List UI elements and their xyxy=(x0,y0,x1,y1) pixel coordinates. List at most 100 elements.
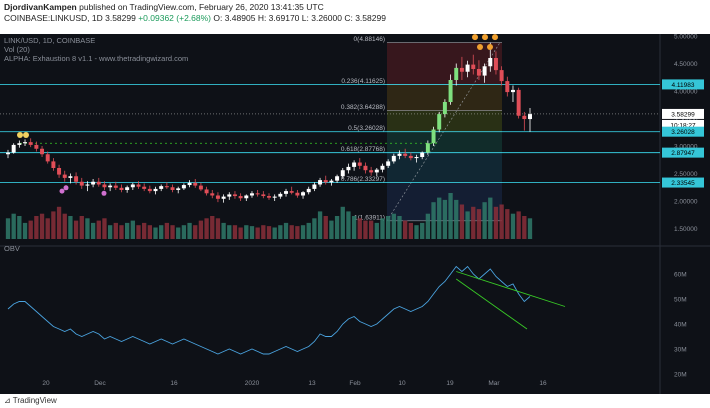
fib-level-label: 0.382(3.64288) xyxy=(341,104,385,111)
volume-bar xyxy=(85,218,90,239)
volume-bar xyxy=(210,216,215,239)
volume-bar xyxy=(249,226,255,239)
candle-body xyxy=(244,195,249,199)
candle-body xyxy=(210,193,215,196)
volume-bar xyxy=(261,225,266,239)
volume-bar xyxy=(323,216,328,239)
volume-bar xyxy=(266,226,272,239)
candle-body xyxy=(295,192,300,196)
brand-logo[interactable]: ⊿ TradingView xyxy=(4,396,57,405)
volume-bar xyxy=(465,211,470,239)
volume-bar xyxy=(107,225,113,239)
candle-body xyxy=(181,185,186,189)
volume-bar xyxy=(153,227,158,239)
volume-bar xyxy=(255,227,260,239)
volume-bar xyxy=(56,206,62,239)
candle-body xyxy=(476,69,481,76)
price-axis-tag-label: 2.33545 xyxy=(671,180,695,187)
exhaustion-marker xyxy=(482,34,488,41)
chart-area[interactable]: 0(4.88146) 0.236(4.11625) 0.382(3.64288) 0.… xyxy=(0,34,710,394)
candle-body xyxy=(204,189,209,194)
volume-bar xyxy=(397,216,402,239)
volume-bar xyxy=(147,225,153,239)
indicator-label: ALPHA: Exhaustion 8 v1.1 - www.thetradin… xyxy=(4,54,189,63)
volume-bar xyxy=(181,225,187,239)
price-axis-tag xyxy=(662,147,704,158)
volume-bar xyxy=(306,222,311,239)
candle-body xyxy=(221,196,226,199)
fib-level-label: 0.786(2.33297) xyxy=(341,176,385,183)
volume-bar xyxy=(28,220,33,239)
candle-body xyxy=(232,194,237,197)
candle-body xyxy=(380,165,385,170)
candle-body xyxy=(278,193,283,197)
volume-bar xyxy=(459,204,465,239)
candle-body xyxy=(408,155,413,159)
candle-body xyxy=(454,67,459,80)
volume-bar xyxy=(425,213,431,239)
candle-body xyxy=(215,195,220,199)
last-price: 3.58299 xyxy=(105,13,136,23)
volume-bar xyxy=(187,222,192,239)
candle-body xyxy=(79,181,84,186)
candle-body xyxy=(289,191,294,193)
volume-bar xyxy=(238,227,243,239)
volume-bar xyxy=(510,213,516,239)
obv-label: OBV xyxy=(4,244,20,253)
exhaustion-marker xyxy=(59,188,65,194)
symbol: COINBASE:LINKUSD, 1D xyxy=(4,13,103,23)
price-axis-tag-label: 2.87947 xyxy=(671,150,695,157)
candle-body xyxy=(352,162,357,167)
candle-body xyxy=(437,114,442,130)
volume-bar xyxy=(516,211,521,239)
candle-body xyxy=(312,184,317,189)
candle-body xyxy=(431,129,436,144)
volume-bar xyxy=(34,216,39,239)
candle-body xyxy=(284,191,289,194)
volume-bar xyxy=(374,222,379,239)
volume-bar xyxy=(22,222,28,239)
volume-bar xyxy=(414,225,419,239)
candle-body xyxy=(153,188,158,192)
volume-bar xyxy=(340,206,345,239)
candle-body xyxy=(198,185,203,190)
volume-bar xyxy=(136,225,141,239)
candle-body xyxy=(471,64,476,69)
volume-bar xyxy=(351,216,357,239)
x-tick-label: 13 xyxy=(308,380,316,387)
obv-tick-label: 40M xyxy=(674,322,687,329)
candle-body xyxy=(119,187,124,190)
pair-label: LINK/USD, 1D, COINBASE xyxy=(4,36,96,45)
candle-body xyxy=(425,143,430,153)
candle-body xyxy=(249,193,254,196)
volume-bar xyxy=(499,204,504,239)
candle-body xyxy=(91,181,96,185)
candle-body xyxy=(164,186,169,188)
candle-body xyxy=(505,81,510,93)
volume-bar xyxy=(522,216,527,239)
volume-bar xyxy=(221,222,226,239)
candle-body xyxy=(85,184,90,186)
price-chart[interactable]: 0(4.88146) 0.236(4.11625) 0.382(3.64288) 0.… xyxy=(0,34,710,394)
candle-body xyxy=(23,142,28,144)
candle-body xyxy=(323,180,328,183)
exhaustion-marker xyxy=(472,34,478,41)
candle-body xyxy=(363,165,368,171)
candle-body xyxy=(34,144,39,149)
exhaustion-marker xyxy=(63,185,69,191)
volume-bar xyxy=(454,199,459,239)
volume-bar xyxy=(62,213,67,239)
volume-bar xyxy=(102,218,107,239)
volume-bar xyxy=(300,225,306,239)
volume-bar xyxy=(363,220,368,239)
author-name[interactable]: DjordivanKampen xyxy=(4,2,77,12)
candle-body xyxy=(510,89,515,93)
price-axis-tag xyxy=(662,126,704,137)
candle-body xyxy=(488,58,493,67)
candle-body xyxy=(301,192,306,196)
fib-zone xyxy=(387,131,502,153)
volume-bar xyxy=(51,211,56,239)
fib-level-label: 0.236(4.11625) xyxy=(341,78,385,85)
price-axis-tag-label: 10:18:27 xyxy=(670,122,696,129)
volume-bar xyxy=(164,222,170,239)
